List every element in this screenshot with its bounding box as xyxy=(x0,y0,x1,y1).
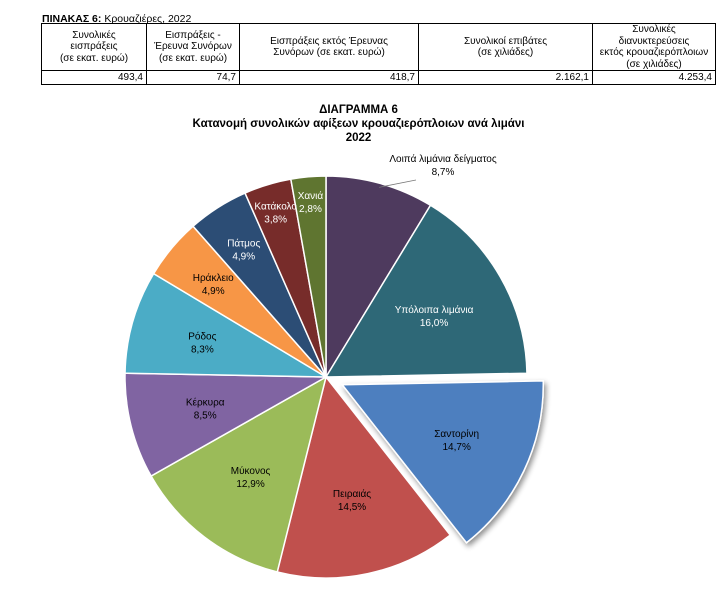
pie-slice xyxy=(124,272,329,378)
slice-value-label: 8,5% xyxy=(194,411,217,422)
header-border-survey-receipts: Εισπράξεις - Έρευνα Συνόρων (σε εκατ. ευρώ… xyxy=(146,23,240,71)
slice-value-label: 8,7% xyxy=(432,167,455,178)
header-total-passengers: Συνολικοί επιβάτες (σε χιλιάδες) xyxy=(418,23,593,71)
slice-value-label: 2,8% xyxy=(299,204,322,215)
pie-slice xyxy=(276,375,452,579)
pie-slice xyxy=(124,372,329,478)
table-number: ΠΙΝΑΚΑΣ 6: xyxy=(42,13,102,25)
pie-slices xyxy=(124,175,544,579)
table-title: ΠΙΝΑΚΑΣ 6: Κρουαζιέρες, 2022 xyxy=(42,13,191,25)
slice-name-label: Υπόλοιπα λιμάνια xyxy=(395,304,474,316)
leader-line xyxy=(379,179,417,188)
value-overnight-stays: 4.253,4 xyxy=(592,70,716,85)
slice-name-label: Σαντορίνη xyxy=(434,428,479,440)
slice-value-label: 14,7% xyxy=(442,442,470,453)
cruise-table: Συνολικές εισπράξεις (σε εκατ. ευρώ) Εισπρ… xyxy=(41,23,716,85)
pie-slice xyxy=(324,204,528,378)
table-caption: Κρουαζιέρες, 2022 xyxy=(104,13,192,25)
slice-name-label: Λοιπά λιμάνια δείγματος xyxy=(389,153,496,165)
value-total-passengers: 2.162,1 xyxy=(418,70,593,85)
slice-name-label: Χανιά xyxy=(298,190,324,202)
slice-value-label: 8,3% xyxy=(191,344,214,355)
pie-slice xyxy=(289,175,327,378)
slice-value-label: 12,9% xyxy=(236,479,264,490)
header-non-survey-receipts: Εισπράξεις εκτός Έρευνας Συνόρων (σε εκατ… xyxy=(239,23,419,71)
pie-slice xyxy=(325,175,432,380)
slice-name-label: Μύκονος xyxy=(231,465,271,477)
table-row: 493,4 74,7 418,7 2.162,1 4.253,4 xyxy=(41,70,716,85)
slice-name-label: Ρόδος xyxy=(188,330,216,342)
pie-slice xyxy=(340,380,544,544)
value-non-survey-receipts: 418,7 xyxy=(239,70,419,85)
header-total-receipts: Συνολικές εισπράξεις (σε εκατ. ευρώ) xyxy=(41,23,147,71)
slice-value-label: 14,5% xyxy=(338,502,366,513)
pie-labels: Λοιπά λιμάνια δείγματος 8,7% Υπόλοιπα λιμά… xyxy=(186,153,497,513)
chart-title-number: ΔΙΑΓΡΑΜΜΑ 6 xyxy=(319,104,398,116)
slice-name-label: Κατάκολο xyxy=(254,201,297,213)
slice-value-label: 16,0% xyxy=(420,318,448,329)
slice-name-label: Ηράκλειο xyxy=(193,272,234,284)
slice-value-label: 4,9% xyxy=(202,286,225,297)
slice-name-label: Κέρκυρα xyxy=(186,397,225,409)
header-overnight-stays: Συνολικές διανυκτερεύσεις εκτός κρουαζιερ… xyxy=(592,23,716,71)
chart-title-year: 2022 xyxy=(345,132,372,144)
slice-name-label: Πάτμος xyxy=(227,237,260,249)
slice-value-label: 3,8% xyxy=(264,215,287,226)
chart-title: Κατανομή συνολικών αφίξεων κρουαζιερόπλο… xyxy=(192,118,525,130)
slice-name-label: Πειραιάς xyxy=(333,488,371,500)
table-header-row: Συνολικές εισπράξεις (σε εκατ. ευρώ) Εισπρ… xyxy=(41,23,716,71)
slice-value-label: 4,9% xyxy=(232,251,255,262)
pie-slice xyxy=(150,375,328,573)
